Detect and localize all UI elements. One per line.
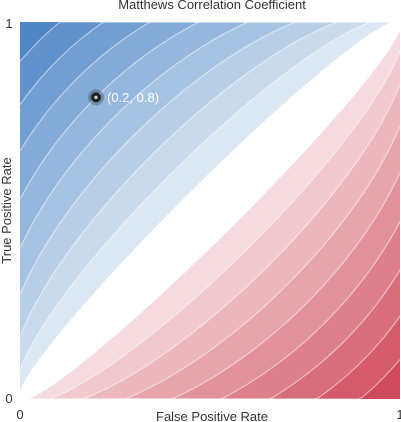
chart-title: Matthews Correlation Coefficient	[118, 0, 306, 12]
contour-line	[19, 21, 400, 392]
contour-line	[20, 29, 401, 400]
negative-band	[20, 221, 400, 399]
x-tick-label: 1	[396, 407, 401, 422]
contour-line	[19, 21, 400, 371]
y-tick-label: 0	[5, 391, 12, 406]
plot-area	[19, 21, 401, 400]
contour-line	[20, 84, 401, 400]
contour-line	[19, 21, 400, 62]
x-axis-label: False Positive Rate	[156, 409, 268, 422]
y-axis-label: True Positive Rate	[0, 157, 14, 263]
negative-band	[20, 316, 400, 399]
point-center	[94, 95, 98, 99]
contour-line	[20, 50, 401, 400]
y-tick-label: 1	[5, 16, 12, 31]
point-label: (0.2, 0.8)	[107, 90, 159, 105]
x-tick-label: 0	[16, 407, 23, 422]
